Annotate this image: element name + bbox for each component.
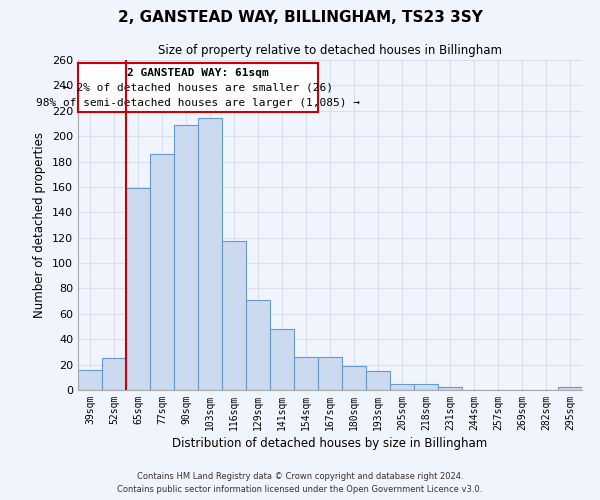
Text: ← 2% of detached houses are smaller (26): ← 2% of detached houses are smaller (26) (63, 83, 333, 93)
Text: 2, GANSTEAD WAY, BILLINGHAM, TS23 3SY: 2, GANSTEAD WAY, BILLINGHAM, TS23 3SY (118, 10, 482, 25)
Bar (222, 242, 246, 390)
Bar (78, 370, 102, 390)
Text: 98% of semi-detached houses are larger (1,085) →: 98% of semi-detached houses are larger (… (36, 98, 360, 108)
Bar (174, 124, 198, 390)
Title: Size of property relative to detached houses in Billingham: Size of property relative to detached ho… (158, 44, 502, 58)
Bar (102, 358, 126, 390)
Bar (246, 300, 270, 390)
Bar (390, 384, 414, 390)
Bar (270, 329, 294, 390)
X-axis label: Distribution of detached houses by size in Billingham: Distribution of detached houses by size … (172, 437, 488, 450)
Bar (198, 118, 222, 390)
FancyBboxPatch shape (78, 62, 318, 112)
Bar (294, 357, 318, 390)
Bar (126, 188, 150, 390)
Bar (150, 154, 174, 390)
Bar (438, 388, 462, 390)
Text: Contains HM Land Registry data © Crown copyright and database right 2024.
Contai: Contains HM Land Registry data © Crown c… (118, 472, 482, 494)
Y-axis label: Number of detached properties: Number of detached properties (34, 132, 46, 318)
Bar (318, 357, 342, 390)
Bar (558, 388, 582, 390)
Bar (342, 366, 366, 390)
Bar (366, 371, 390, 390)
Bar (414, 384, 438, 390)
Text: 2 GANSTEAD WAY: 61sqm: 2 GANSTEAD WAY: 61sqm (127, 68, 269, 78)
